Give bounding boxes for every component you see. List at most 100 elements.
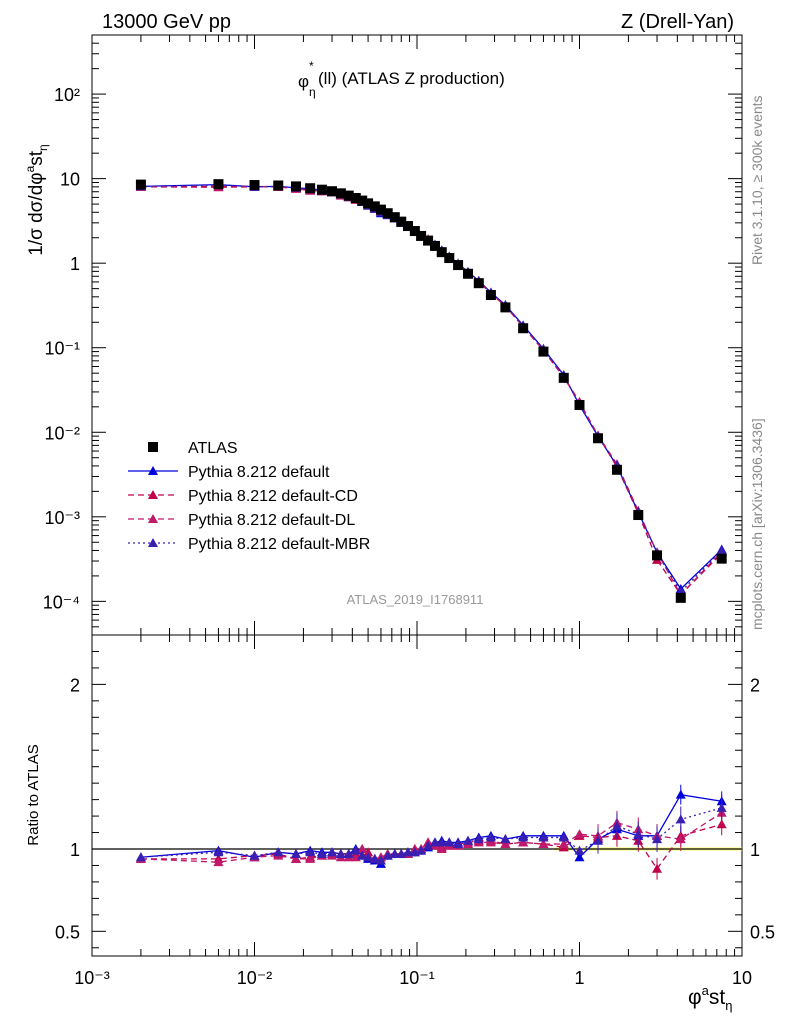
atlas-point <box>290 181 301 192</box>
legend-marker <box>148 466 158 475</box>
atlas-point <box>375 204 386 215</box>
svg-text:*: * <box>309 59 314 73</box>
legend-label: ATLAS <box>188 440 238 457</box>
ratio-point <box>335 848 346 858</box>
ratio-point <box>633 829 644 839</box>
atlas-point <box>675 592 686 603</box>
ratio-point <box>652 834 663 844</box>
ratio-y-tick-label: 1 <box>70 840 80 860</box>
xaxis-title: φastη <box>688 983 732 1013</box>
ratio-point <box>463 835 474 845</box>
atlas-point <box>436 247 447 258</box>
legend-entry: Pythia 8.212 default <box>128 464 330 481</box>
series-atlas <box>135 179 727 603</box>
legend: ATLAS Pythia 8.212 default Pythia 8.212 de… <box>128 440 370 553</box>
atlas-point <box>389 212 400 223</box>
ratio-point <box>375 855 386 865</box>
ratio-point <box>135 852 146 862</box>
ratio-point <box>574 829 585 839</box>
atlas-point <box>611 464 622 475</box>
legend-label: Pythia 8.212 default <box>188 464 330 481</box>
atlas-point <box>305 183 316 194</box>
ratio-point <box>357 844 368 853</box>
ratio-point <box>675 789 686 799</box>
atlas-point <box>402 221 413 232</box>
ratio-y-tick-label-right: 1 <box>750 840 760 860</box>
ratio-point <box>485 832 496 842</box>
ratio-point <box>485 837 496 847</box>
ratio-point <box>574 852 585 862</box>
ratio-y-tick-label-right: 0.5 <box>750 922 775 942</box>
atlas-point <box>538 346 549 357</box>
ratio-point <box>316 848 327 858</box>
observable-text: (ll) (ATLAS Z production) <box>318 69 505 88</box>
ratio-point <box>402 847 413 857</box>
atlas-point <box>473 278 484 289</box>
atlas-point <box>574 400 585 411</box>
ratio-panel-frame <box>91 634 743 957</box>
atlas-point <box>369 201 380 212</box>
ratio-ylabel: Ratio to ATLAS <box>25 744 42 845</box>
ratio-point <box>558 832 569 842</box>
observable-label: φ * η (ll) (ATLAS Z production) <box>298 59 505 99</box>
ratio-point <box>538 832 549 842</box>
y-tick-label: 10⁻² <box>44 423 80 443</box>
legend-label: Pythia 8.212 default-DL <box>188 512 355 529</box>
atlas-point <box>416 230 427 241</box>
atlas-point <box>593 433 604 444</box>
x-tick-label: 10 <box>732 968 752 988</box>
y-tick-label: 1 <box>70 254 80 274</box>
ratio-point <box>574 845 585 855</box>
atlas-point <box>558 372 569 383</box>
main-ylabel: 1/σ dσ/dφastη <box>23 144 50 255</box>
ratio-point <box>327 847 338 857</box>
ratio-y-tick-label: 2 <box>70 675 80 695</box>
legend-entry: Pythia 8.212 default-CD <box>128 488 358 505</box>
legend-marker <box>148 442 158 452</box>
atlas-point <box>463 268 474 279</box>
ratio-point <box>675 834 686 844</box>
atlas-point <box>409 226 420 237</box>
svg-text:η: η <box>309 85 316 99</box>
ratio-point <box>369 853 380 863</box>
atlas-point <box>273 180 284 191</box>
ratio-point <box>416 845 427 855</box>
svg-text:φastη: φastη <box>688 983 732 1013</box>
atlas-point <box>213 179 224 190</box>
ratio-point <box>716 802 727 812</box>
atlas-point <box>429 240 440 251</box>
y-tick-label: 10² <box>54 85 80 105</box>
atlas-point <box>350 193 361 204</box>
atlas-point <box>485 290 496 301</box>
atlas-point <box>335 188 346 199</box>
legend-entry: Pythia 8.212 default-MBR <box>128 536 370 553</box>
ratio-point <box>343 848 354 858</box>
legend-entry: ATLAS <box>148 440 238 457</box>
ratio-point <box>350 845 361 855</box>
atlas-point <box>327 186 338 197</box>
ratio-y-tick-label-right: 2 <box>750 675 760 695</box>
atlas-point <box>343 190 354 201</box>
series-point <box>716 545 727 555</box>
atlas-point <box>652 550 663 561</box>
atlas-point <box>363 198 374 209</box>
x-tick-label: 1 <box>574 968 584 988</box>
atlas-point <box>396 216 407 227</box>
ratio-point <box>213 847 224 857</box>
atlas-point <box>382 208 393 219</box>
ratio-point <box>389 848 400 858</box>
ratio-point <box>305 847 316 857</box>
atlas-point <box>633 510 644 521</box>
atlas-point <box>423 235 434 246</box>
ratio-point <box>305 853 316 863</box>
ratio-point <box>538 839 549 849</box>
x-tick-label: 10⁻² <box>237 968 273 988</box>
legend-marker <box>148 514 158 523</box>
atlas-point <box>453 260 464 271</box>
ratio-point <box>423 840 434 850</box>
atlas-point <box>357 195 368 206</box>
ratio-point <box>429 837 440 847</box>
ratio-point <box>453 839 464 849</box>
svg-text:φ: φ <box>298 72 309 91</box>
